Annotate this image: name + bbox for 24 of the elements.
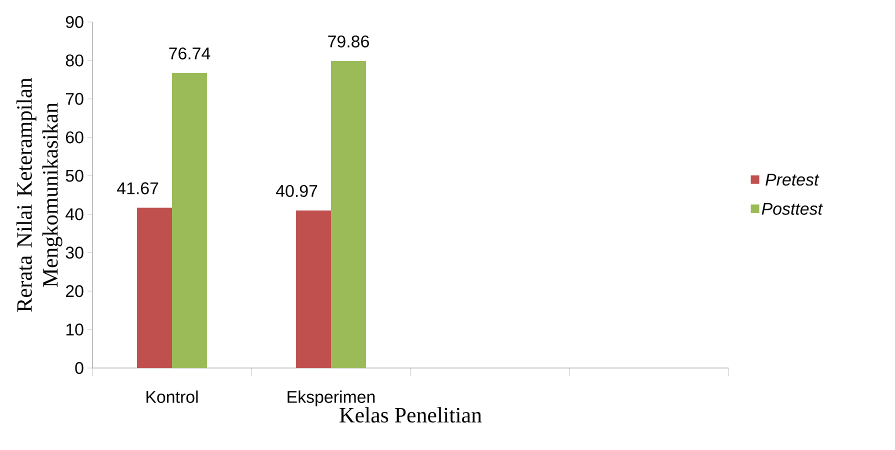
y-tick-label: 70 xyxy=(66,92,84,105)
x-tick-label: Kontrol xyxy=(146,390,198,403)
legend-label: Pretest xyxy=(766,174,820,186)
y-tick-label: 80 xyxy=(66,54,84,66)
y-tick-label: 60 xyxy=(66,131,84,144)
data-label: 76.74 xyxy=(169,47,210,60)
bar xyxy=(172,72,207,368)
bar xyxy=(296,210,332,368)
data-label: 41.67 xyxy=(117,182,158,194)
data-label: 79.86 xyxy=(328,35,369,48)
y-tick-label: 30 xyxy=(66,246,84,259)
y-tick-label: 50 xyxy=(66,170,84,182)
legend-label: Posttest xyxy=(762,202,824,215)
y-tick-label: 20 xyxy=(66,285,84,298)
x-axis-title: Kelas Penelitian xyxy=(340,407,482,423)
bar xyxy=(137,208,172,368)
x-tick-label: Eksperimen xyxy=(288,390,375,406)
bar xyxy=(331,60,366,368)
y-tick-label: 40 xyxy=(66,208,84,220)
y-tick-label: 0 xyxy=(75,362,84,374)
data-label: 40.97 xyxy=(276,184,318,197)
y-tick-label: 10 xyxy=(66,324,84,336)
y-axis-title: Rerata Nilai Keterampilan Mengkomunikasikan xyxy=(16,78,62,312)
y-tick-label: 90 xyxy=(66,16,84,28)
